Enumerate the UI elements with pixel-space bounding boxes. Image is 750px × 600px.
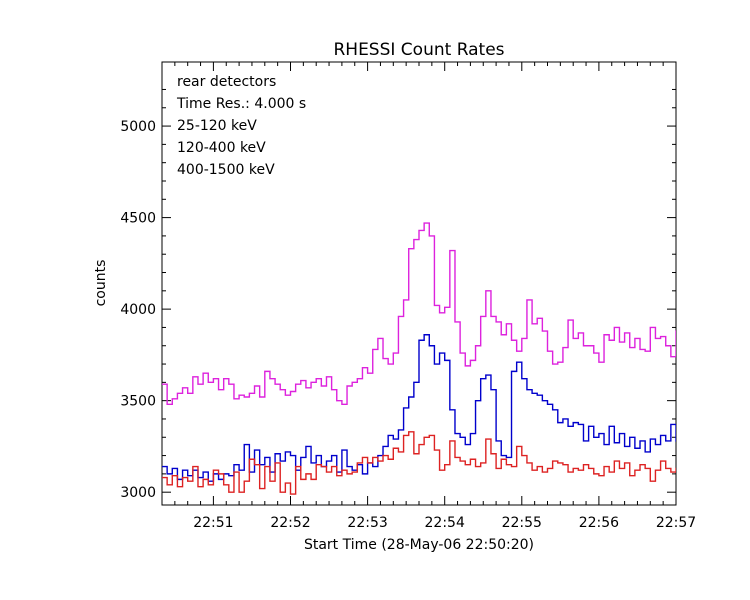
legend-entry-400-1500-kev: 400-1500 keV xyxy=(177,162,275,178)
legend-line-time-res: Time Res.: 4.000 s xyxy=(176,96,306,112)
y-tick-label: 3500 xyxy=(120,394,156,410)
y-axis-label: counts xyxy=(93,260,109,307)
legend-entry-25-120-kev: 25-120 keV xyxy=(177,118,257,134)
x-tick-label: 22:53 xyxy=(347,515,387,531)
series-25-120-kev xyxy=(162,334,676,482)
x-tick-label: 22:51 xyxy=(193,515,233,531)
x-tick-label: 22:56 xyxy=(579,515,619,531)
y-tick-label: 4500 xyxy=(120,211,156,227)
y-tick-label: 4000 xyxy=(120,302,156,318)
legend-entry-120-400-kev: 120-400 keV xyxy=(177,140,266,156)
legend: rear detectors Time Res.: 4.000 s 25-120… xyxy=(176,74,306,178)
x-axis: 22:51 22:52 22:53 22:54 22:55 22:56 22:57 xyxy=(174,62,696,531)
x-tick-label: 22:57 xyxy=(656,515,696,531)
series-layer xyxy=(162,222,676,495)
x-tick-label: 22:55 xyxy=(502,515,542,531)
x-axis-label: Start Time (28-May-06 22:50:20) xyxy=(304,537,534,553)
series-120-400-kev xyxy=(162,222,676,406)
x-tick-label: 22:54 xyxy=(425,515,465,531)
x-tick-label: 22:52 xyxy=(270,515,310,531)
y-tick-label: 3000 xyxy=(120,485,156,501)
legend-line-detectors: rear detectors xyxy=(177,74,276,90)
y-axis: 3000 3500 4000 4500 5000 xyxy=(120,88,676,501)
y-tick-label: 5000 xyxy=(120,119,156,135)
series-400-1500-kev xyxy=(162,431,676,495)
chart-title: RHESSI Count Rates xyxy=(333,40,504,60)
